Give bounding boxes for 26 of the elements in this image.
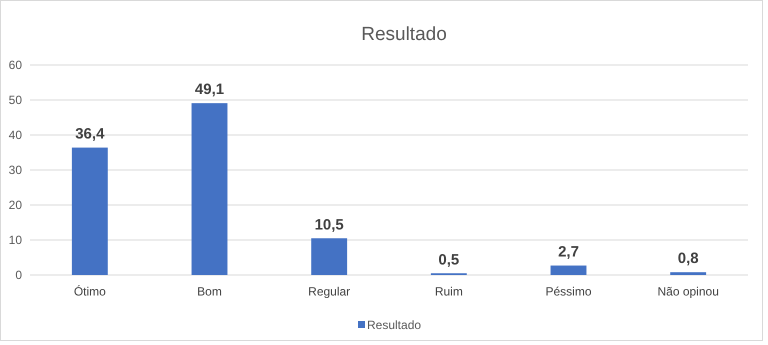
x-tick-label: Bom	[197, 284, 222, 299]
data-label: 49,1	[194, 81, 224, 98]
bar	[550, 266, 586, 275]
y-tick-label: 30	[8, 162, 22, 177]
bar	[192, 103, 228, 275]
data-label: 10,5	[314, 216, 344, 234]
bar	[311, 238, 348, 275]
bar	[670, 272, 706, 275]
bar	[72, 148, 108, 275]
x-tick-label: Não opinou	[657, 284, 719, 299]
legend-label: Resultado	[367, 318, 422, 332]
data-label: 0,8	[678, 250, 699, 268]
y-tick-label: 10	[8, 232, 22, 247]
x-tick-label: Ruim	[434, 284, 463, 299]
x-tick-label: Péssimo	[545, 284, 592, 299]
y-tick-label: 40	[8, 128, 22, 142]
x-tick-label: Regular	[308, 284, 350, 299]
x-tick-label: Ótimo	[74, 284, 106, 299]
chart-title: Resultado	[361, 24, 447, 45]
y-tick-label: 0	[15, 268, 22, 282]
data-label: 0,5	[438, 251, 460, 268]
data-label: 2,7	[558, 244, 579, 261]
y-tick-label: 20	[8, 198, 22, 212]
y-tick-label: 50	[8, 92, 22, 107]
y-tick-label: 60	[8, 58, 22, 72]
data-label: 36,4	[75, 126, 106, 143]
